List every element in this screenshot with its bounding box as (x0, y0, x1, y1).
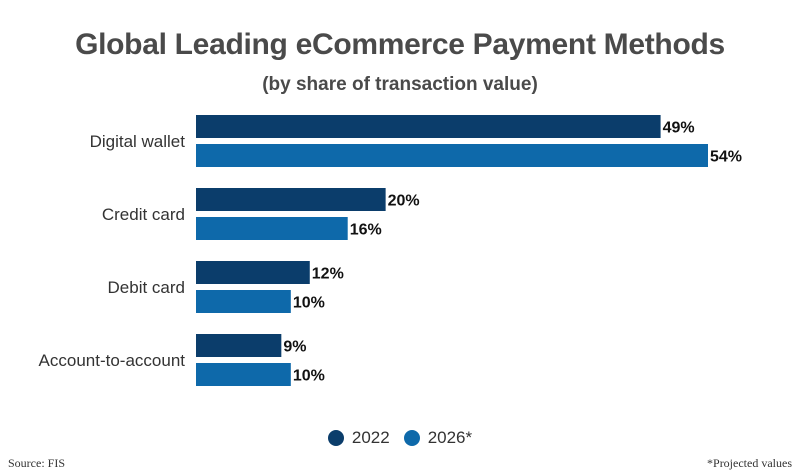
legend-swatch-2026 (403, 430, 420, 446)
legend-label-2026: 2026* (427, 428, 473, 447)
bar (196, 217, 348, 240)
chart-title: Global Leading eCommerce Payment Methods (75, 28, 725, 61)
bar (196, 363, 291, 386)
bar (196, 144, 708, 167)
legend-item-2026: 2026* (403, 428, 473, 448)
chart-legend: 2022 2026* (0, 428, 800, 448)
bar (196, 188, 386, 211)
bar (196, 334, 282, 357)
legend-label-2022: 2022 (351, 428, 390, 447)
projected-note: *Projected values (707, 456, 792, 470)
category-label: Credit card (102, 205, 185, 224)
legend-item-2022: 2022 (327, 428, 390, 448)
bar (196, 290, 291, 313)
data-label: 16% (350, 222, 382, 239)
category-label: Account-to-account (39, 351, 186, 370)
data-label: 9% (283, 339, 306, 356)
data-label: 20% (388, 193, 420, 210)
legend-swatch-2022 (327, 430, 344, 446)
category-label: Digital wallet (90, 132, 186, 151)
data-label: 54% (710, 149, 742, 166)
data-label: 12% (312, 266, 344, 283)
bar (196, 115, 661, 138)
data-label: 10% (293, 295, 325, 312)
bar (196, 261, 310, 284)
data-label: 10% (293, 368, 325, 385)
category-label: Debit card (108, 278, 185, 297)
source-note: Source: FIS (8, 456, 65, 470)
data-label: 49% (663, 120, 695, 137)
chart-subtitle: (by share of transaction value) (262, 74, 538, 95)
